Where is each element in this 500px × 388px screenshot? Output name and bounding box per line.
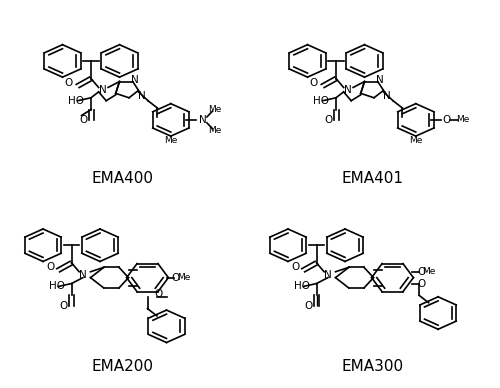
Text: Me: Me [164,136,177,145]
Text: O: O [60,301,68,311]
Text: O: O [80,115,88,125]
Text: N: N [98,85,106,95]
Text: O: O [155,289,163,299]
Text: O: O [417,267,425,277]
Text: EMA401: EMA401 [342,171,404,186]
Text: O: O [324,115,332,125]
Text: O: O [305,301,313,311]
Text: HO: HO [68,96,84,106]
Text: O: O [417,279,425,289]
Text: N: N [138,91,146,101]
Text: Me: Me [456,115,470,125]
Text: N: N [199,115,207,125]
Text: N: N [131,75,138,85]
Text: Me: Me [208,126,221,135]
Text: N: N [376,75,384,85]
Text: O: O [292,262,300,272]
Text: N: N [344,85,351,95]
Text: EMA400: EMA400 [92,171,154,186]
Text: Me: Me [177,273,190,282]
Text: EMA200: EMA200 [92,359,154,374]
Text: N: N [79,270,87,280]
Text: EMA300: EMA300 [342,359,404,374]
Text: Me: Me [422,267,436,276]
Text: Me: Me [409,136,422,145]
Text: O: O [46,262,54,272]
Text: O: O [442,115,450,125]
Text: N: N [384,91,391,101]
Text: O: O [172,273,180,282]
Text: HO: HO [313,96,329,106]
Text: HO: HO [48,282,64,291]
Text: HO: HO [294,282,310,291]
Text: O: O [309,78,318,88]
Text: N: N [324,270,332,280]
Text: O: O [64,78,72,88]
Text: Me: Me [208,105,221,114]
